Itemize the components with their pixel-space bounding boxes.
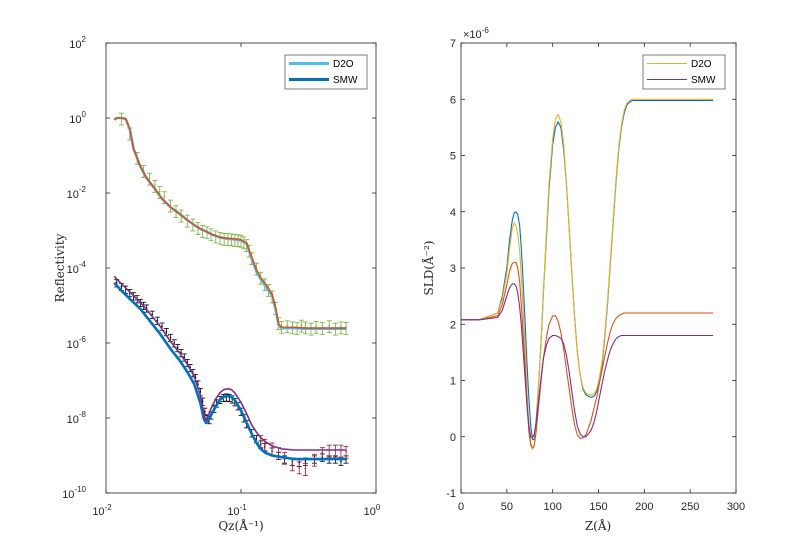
left-x-axis-label: Qz(Å⁻¹) [218, 518, 263, 533]
left-y-axis-label: Reflectivity [53, 233, 67, 302]
data-point [180, 351, 182, 354]
data-point [204, 410, 206, 413]
right-y-tick-label: 1 [450, 376, 456, 388]
left-x-ticks: 10-2 10-1 100 [92, 43, 381, 518]
left-legend-label-d2o: D2O [333, 59, 354, 70]
left-series-group [113, 112, 349, 476]
data-point [328, 324, 330, 327]
left-fit-line-1 [113, 117, 347, 329]
right-y-tick-label: 2 [450, 319, 456, 331]
left-y-tick-label: 10-4 [67, 260, 87, 276]
right-x-axis-label: Z(Å) [585, 518, 611, 533]
data-point [263, 443, 266, 446]
left-fit-line-4 [113, 275, 347, 451]
left-x-tick-label: 10-1 [227, 503, 247, 518]
right-sld-line-3 [461, 283, 714, 439]
left-y-tick-label: 100 [69, 110, 86, 126]
data-point [304, 326, 307, 328]
data-point [176, 346, 179, 349]
data-point [321, 451, 324, 454]
data-point [169, 336, 172, 339]
data-point [340, 326, 342, 328]
right-sld-line-2 [461, 261, 714, 449]
data-point [173, 342, 175, 344]
data-point [315, 325, 317, 328]
data-point [163, 195, 166, 198]
data-point [345, 450, 347, 453]
right-y-tick-label: 3 [450, 263, 456, 275]
right-x-tick-label: 0 [458, 501, 464, 513]
right-y-tick-label: -1 [446, 488, 456, 500]
right-y-tick-label: 4 [450, 207, 456, 219]
left-y-ticks: 10-10 10-8 10-6 10-4 10-2 100 102 [62, 35, 376, 501]
left-x-tick-label: 100 [364, 503, 381, 518]
left-plot-area [106, 43, 376, 493]
right-y-tick-label: 6 [450, 94, 456, 106]
data-point [304, 460, 307, 463]
data-point [120, 285, 123, 288]
left-legend-label-smw: SMW [333, 75, 358, 86]
right-x-tick-label: 50 [501, 501, 513, 513]
right-legend-box [642, 54, 726, 90]
left-axes: 10-2 10-1 100 10-1010-810-610-410-2100102 … [53, 35, 381, 533]
left-legend: D2O SMW [284, 54, 368, 90]
right-x-ticks: 0 50 100 150 200 250 300 [458, 43, 745, 513]
right-y-ticks: -1 0 1 2 3 4 5 6 7 [446, 38, 736, 500]
right-x-tick-label: 150 [589, 501, 607, 513]
right-legend: D2O SMW [642, 54, 726, 90]
data-point [340, 460, 342, 463]
left-y-tick-label: 10-8 [67, 410, 87, 426]
right-y-tick-label: 5 [450, 151, 456, 163]
right-y-tick-label: 0 [450, 432, 456, 444]
right-x-tick-label: 200 [635, 501, 653, 513]
data-point [161, 325, 163, 328]
data-point [259, 439, 262, 442]
right-y-tick-label: 7 [450, 38, 456, 50]
data-point [165, 330, 168, 333]
data-point [156, 319, 159, 322]
data-point [271, 447, 273, 449]
right-y-multiplier-exp: -6 [482, 26, 490, 35]
data-point [286, 324, 289, 327]
data-point [148, 177, 151, 179]
data-point [304, 467, 307, 470]
left-legend-box [284, 54, 368, 90]
right-legend-label-d2o: D2O [691, 59, 712, 70]
right-y-axis-label: SLD(Å⁻²) [421, 241, 436, 296]
left-y-tick-label: 102 [69, 35, 86, 51]
right-y-multiplier: ×10-6 [463, 26, 489, 41]
right-x-tick-label: 300 [727, 501, 745, 513]
data-point [158, 190, 161, 193]
data-point [277, 451, 280, 454]
data-point [298, 465, 301, 468]
left-y-tick-label: 10-10 [62, 485, 86, 501]
left-x-tick-label: 10-2 [92, 503, 112, 518]
left-fit-line-3 [113, 282, 347, 461]
right-plot-area [461, 43, 736, 493]
right-x-tick-label: 250 [681, 501, 699, 513]
data-point [300, 324, 303, 326]
right-sld-line-1 [461, 98, 714, 450]
data-point [291, 463, 294, 465]
right-legend-label-smw: SMW [691, 75, 716, 86]
left-y-tick-label: 10-2 [67, 185, 87, 201]
data-point [154, 184, 156, 187]
right-y-multiplier-base: ×10 [463, 29, 482, 41]
data-point [183, 356, 186, 358]
right-series-group [461, 98, 714, 450]
left-y-tick-label: 10-6 [67, 335, 87, 351]
right-x-tick-label: 100 [543, 501, 561, 513]
